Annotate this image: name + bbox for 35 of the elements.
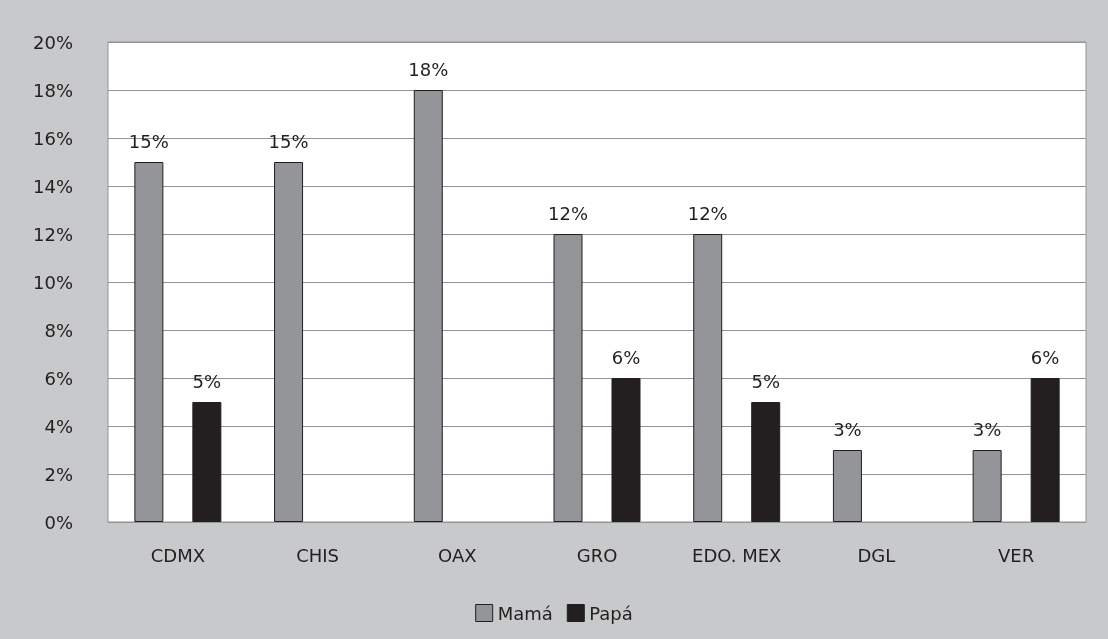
x-tick-label: VER (998, 544, 1035, 566)
y-tick-label: 16% (32, 127, 73, 149)
x-tick-label: DGL (857, 544, 896, 566)
data-label: 5% (751, 370, 780, 392)
data-label: 18% (408, 58, 449, 80)
y-tick-label: 10% (32, 271, 73, 293)
y-tick-label: 4% (44, 415, 73, 437)
legend-label: Papá (589, 602, 633, 624)
data-label: 12% (687, 202, 728, 224)
legend-label: Mamá (497, 602, 553, 624)
bar (192, 402, 222, 522)
data-label: 15% (128, 130, 169, 152)
data-label: 5% (192, 370, 222, 392)
y-tick-label: 8% (44, 319, 73, 341)
x-tick-label: CHIS (296, 544, 339, 566)
x-tick-label: OAX (438, 544, 477, 566)
y-tick-label: 20% (32, 31, 73, 53)
bar (751, 402, 781, 522)
x-tick-label: EDO. MEX (692, 544, 782, 566)
x-tick-label: CDMX (150, 544, 206, 566)
y-tick-label: 0% (44, 511, 73, 533)
y-tick-label: 18% (32, 79, 73, 101)
bar (1030, 378, 1060, 522)
data-label: 6% (611, 346, 641, 368)
data-label: 3% (833, 418, 862, 440)
data-label: 15% (268, 130, 309, 152)
y-tick-label: 2% (44, 463, 73, 485)
y-tick-label: 6% (44, 367, 73, 389)
y-tick-label: 12% (32, 223, 73, 245)
data-label: 3% (972, 418, 1002, 440)
data-label: 6% (1030, 346, 1060, 368)
x-tick-label: GRO (576, 544, 618, 566)
data-label: 12% (547, 202, 589, 224)
y-tick-label: 14% (32, 175, 73, 197)
bar (611, 378, 641, 522)
